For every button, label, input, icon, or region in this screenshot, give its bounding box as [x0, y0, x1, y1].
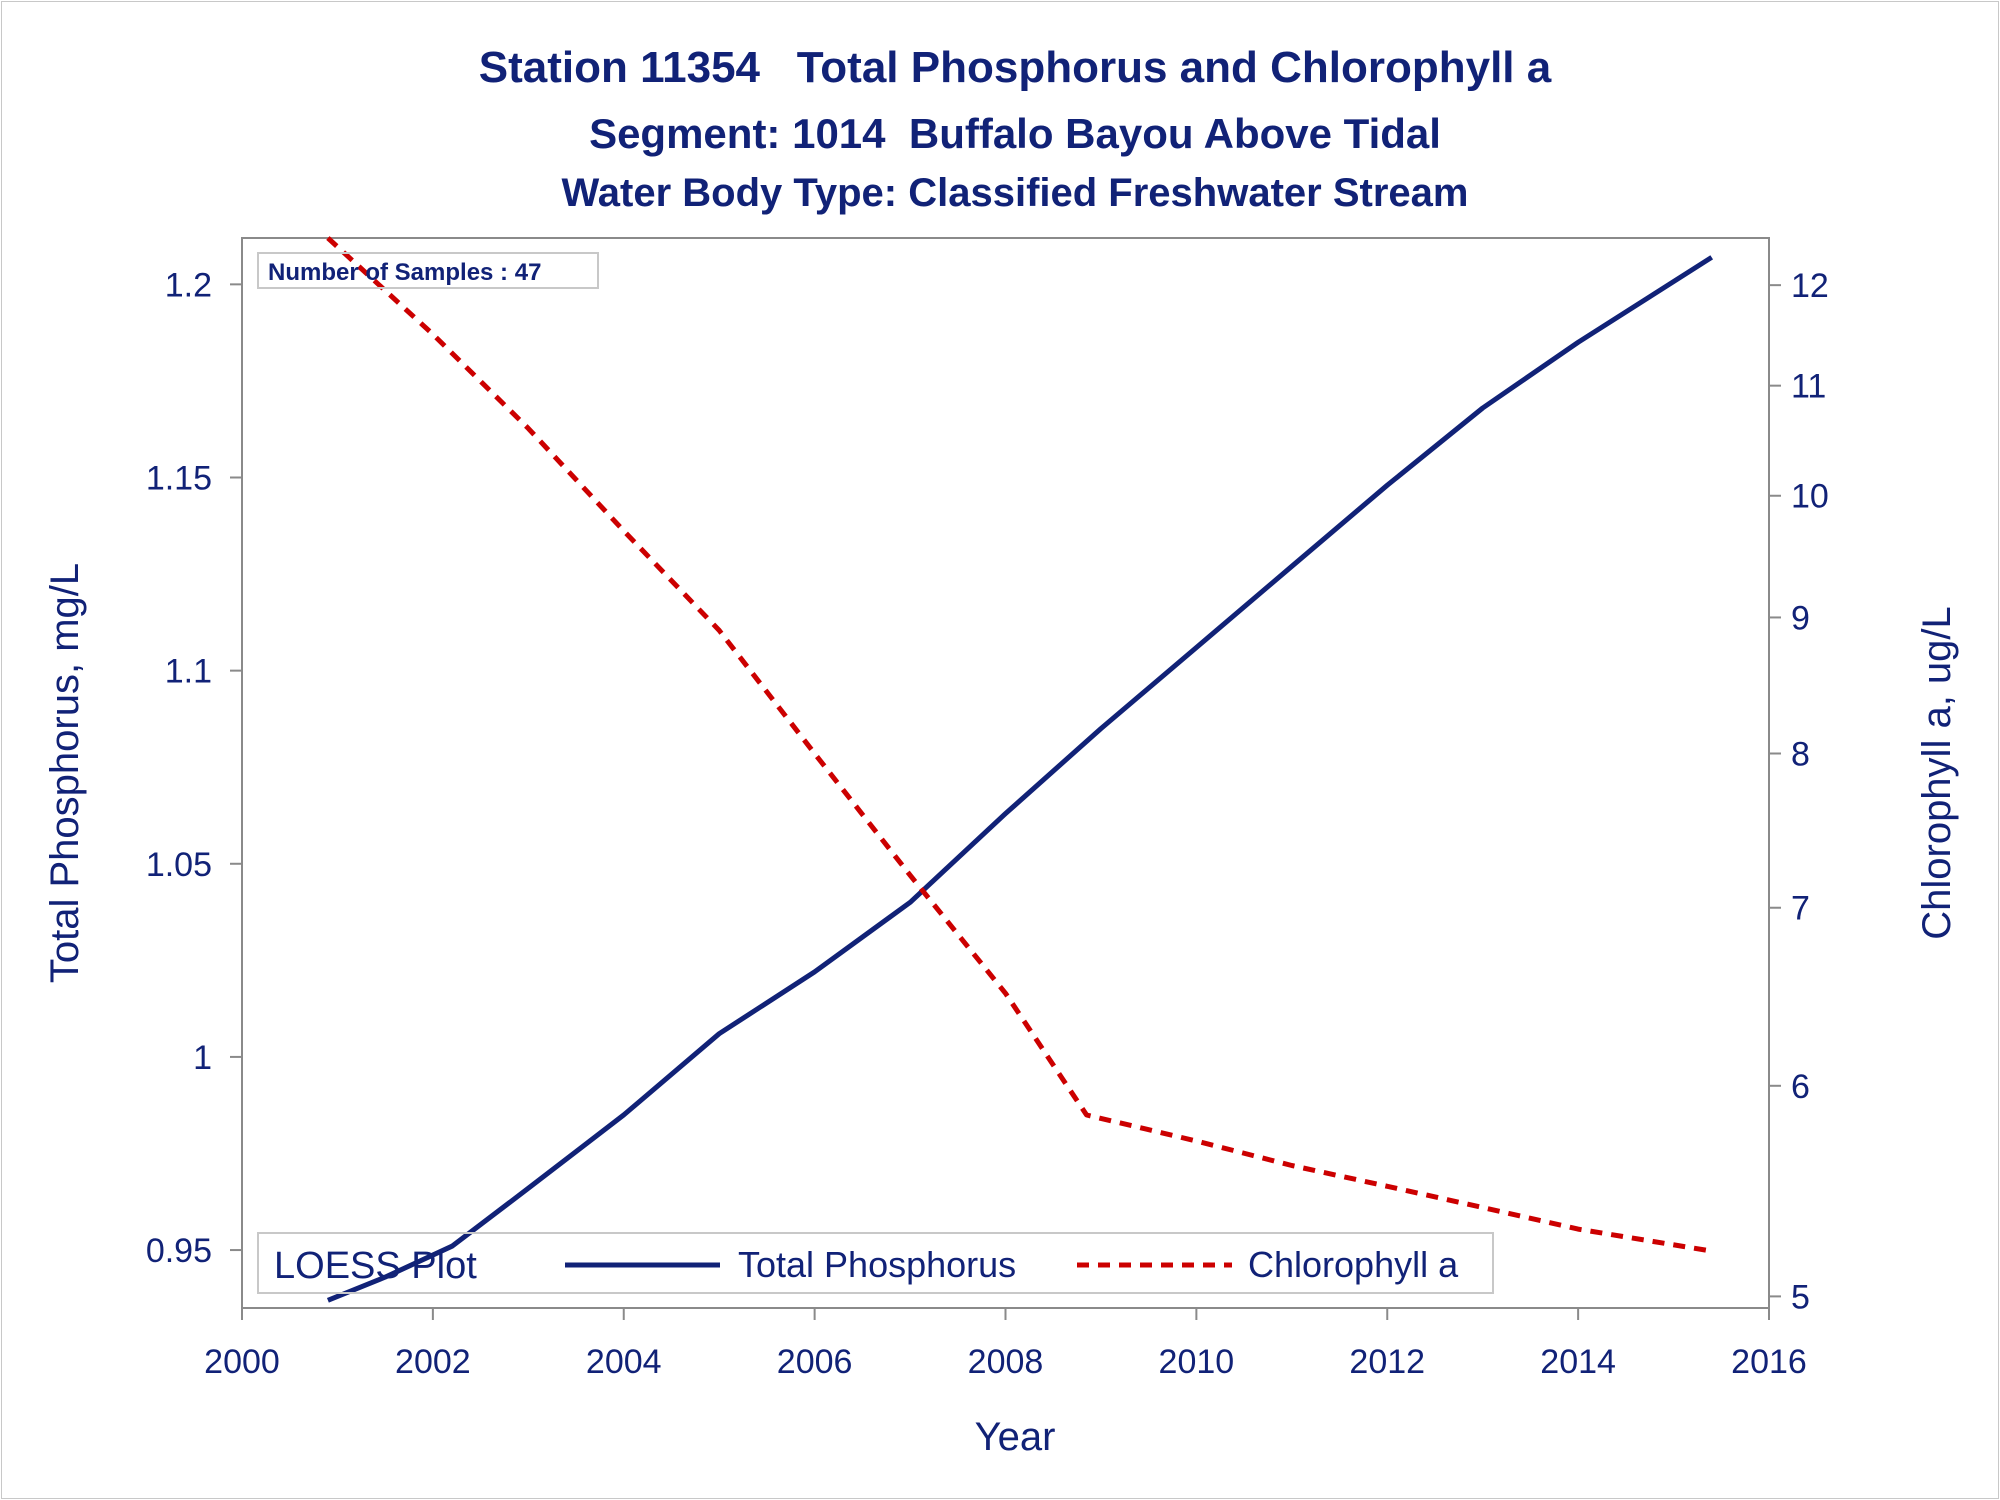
y2-tick-label: 10 [1791, 478, 1829, 516]
legend-title: LOESS Plot [274, 1245, 477, 1287]
y-tick-label: 0.95 [146, 1232, 212, 1270]
y-tick-label: 1.05 [146, 846, 212, 884]
series-line-total-phosphorus [326, 255, 1714, 1303]
x-tick-label: 2012 [1349, 1343, 1425, 1381]
y2-tick-label: 6 [1791, 1068, 1810, 1106]
series-layer [326, 236, 1714, 1303]
legend-label-chlorophyll-a: Chlorophyll a [1248, 1244, 1459, 1285]
x-tick-label: 2000 [204, 1343, 280, 1381]
x-tick-label: 2014 [1540, 1343, 1616, 1381]
y2-tick-label: 9 [1791, 599, 1810, 637]
y2-tick-label: 5 [1791, 1278, 1810, 1316]
legend: LOESS Plot Total Phosphorus Chlorophyll … [257, 1232, 1494, 1294]
y-axis-label: Total Phosphorus, mg/L [43, 563, 87, 983]
x-tick-label: 2016 [1731, 1343, 1807, 1381]
y2-tick-label: 7 [1791, 890, 1810, 928]
chart-subtitle: Segment: 1014 Buffalo Bayou Above Tidal [589, 110, 1441, 157]
sample-count-box [257, 252, 599, 289]
y-axis-right: 5 6 7 8 9 10 11 12 [1769, 267, 1829, 1316]
series-line-chlorophyll-a [326, 236, 1713, 1254]
y2-axis-label: Chlorophyll a, ug/L [1915, 606, 1959, 940]
x-tick-label: 2010 [1159, 1343, 1235, 1381]
y-tick-label: 1.15 [146, 459, 212, 497]
chart-subtitle-2: Water Body Type: Classified Freshwater S… [562, 171, 1469, 215]
y2-tick-label: 8 [1791, 735, 1810, 773]
x-tick-label: 2006 [777, 1343, 853, 1381]
x-tick-label: 2008 [968, 1343, 1044, 1381]
legend-box [257, 1232, 1494, 1294]
y-tick-label: 1 [193, 1039, 212, 1077]
x-axis-label: Year [975, 1415, 1056, 1459]
x-tick-label: 2004 [586, 1343, 662, 1381]
chart-title: Station 11354 Total Phosphorus and Chlor… [479, 43, 1552, 92]
x-tick-label: 2002 [395, 1343, 471, 1381]
x-axis: 2000 2002 2004 2006 2008 2010 2012 2014 2016 [204, 1308, 1807, 1381]
y-tick-label: 1.2 [165, 266, 212, 304]
legend-label-total-phosphorus: Total Phosphorus [738, 1244, 1016, 1285]
y2-tick-label: 12 [1791, 267, 1829, 305]
y2-tick-label: 11 [1791, 368, 1826, 406]
y-axis-left: 0.95 1 1.05 1.1 1.15 1.2 [146, 266, 242, 1270]
plot-area [241, 237, 1770, 1309]
y-tick-label: 1.1 [165, 653, 212, 691]
sample-count-label: Number of Samples : 47 [268, 259, 541, 286]
